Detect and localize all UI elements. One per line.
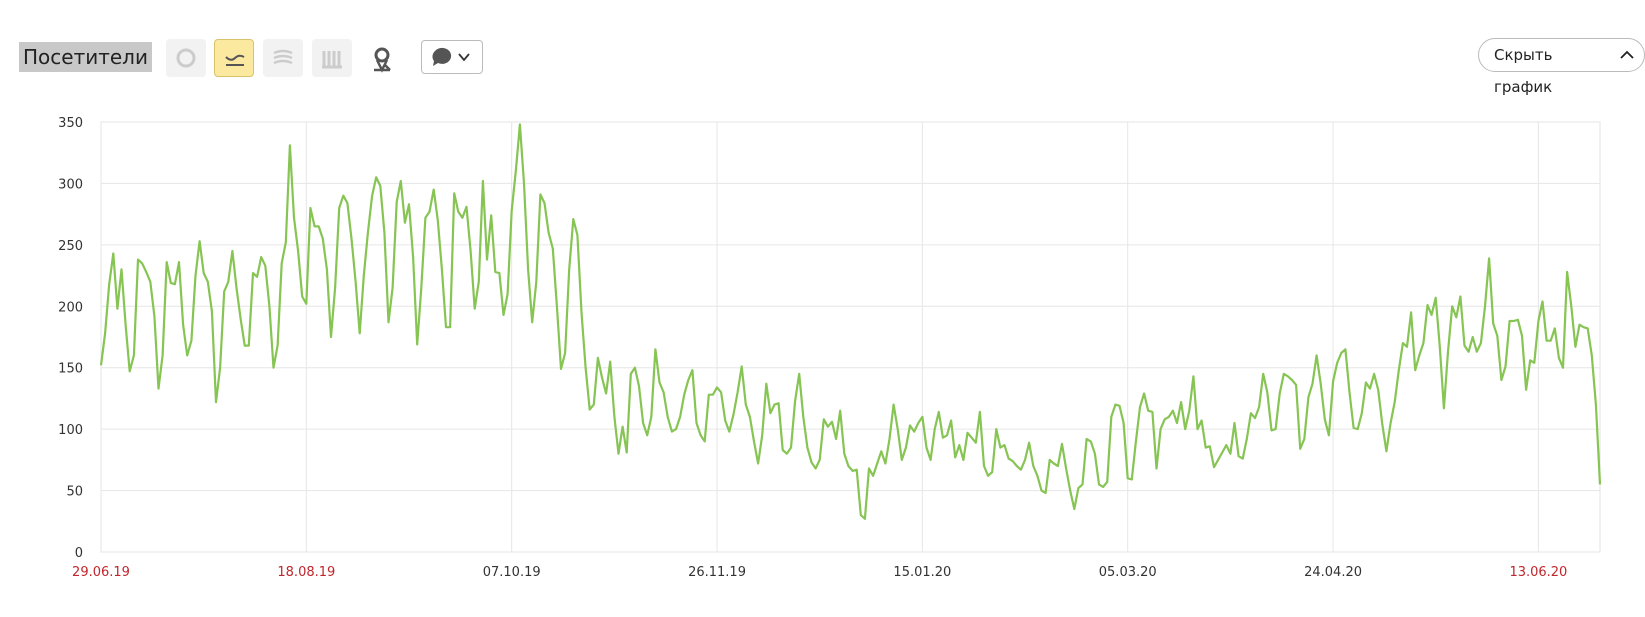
- x-tick-label: 05.03.20: [1099, 565, 1157, 580]
- y-tick-label: 50: [66, 485, 83, 500]
- hide-chart-label: Скрыть график: [1494, 46, 1553, 96]
- x-tick-label: 18.08.19: [277, 565, 335, 580]
- x-tick-label: 26.11.19: [688, 565, 746, 580]
- plot-border: [100, 121, 1601, 553]
- x-tick-label: 13.06.20: [1509, 565, 1567, 580]
- y-tick-label: 100: [58, 423, 83, 438]
- line-chart-button[interactable]: [214, 39, 254, 77]
- x-tick-label: 15.01.20: [893, 565, 951, 580]
- y-tick-label: 200: [58, 300, 83, 315]
- y-tick-label: 150: [58, 362, 83, 377]
- x-tick-label: 24.04.20: [1304, 565, 1362, 580]
- pie-chart-button[interactable]: [166, 39, 206, 77]
- x-tick-label: 07.10.19: [483, 565, 541, 580]
- line-series: [99, 123, 1602, 520]
- y-tick-label: 350: [58, 116, 83, 131]
- map-button[interactable]: [362, 42, 402, 82]
- y-tick-label: 0: [75, 546, 83, 561]
- area-chart-button[interactable]: [263, 39, 303, 77]
- y-tick-label: 250: [58, 239, 83, 254]
- metric-name[interactable]: Посетители: [19, 42, 152, 72]
- y-tick-label: 300: [58, 177, 83, 192]
- x-tick-label: 29.06.19: [72, 565, 130, 580]
- annotations-dropdown[interactable]: [421, 40, 483, 74]
- hide-chart-button[interactable]: Скрыть график: [1478, 38, 1645, 96]
- bar-chart-button[interactable]: [312, 39, 352, 77]
